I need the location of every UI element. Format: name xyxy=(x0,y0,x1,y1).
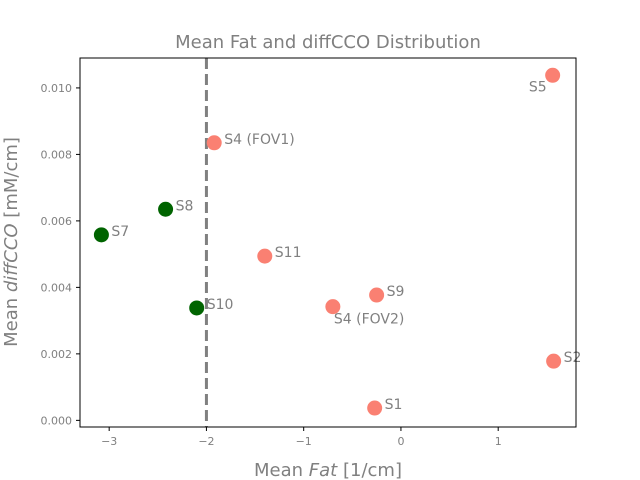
y-tick-label: 0.004 xyxy=(41,281,73,294)
data-point xyxy=(206,135,222,151)
data-point xyxy=(369,287,385,303)
y-tick-label: 0.000 xyxy=(41,414,73,427)
point-label: S7 xyxy=(111,224,129,240)
x-tick-label: 1 xyxy=(495,435,502,448)
x-axis-title: Mean Fat [1/cm] xyxy=(254,460,402,480)
point-labels-layer: S1 S2 S4 (FOV1) S4 (FOV2) S5 S7 S8 S9 S10 S11 xyxy=(111,79,581,413)
data-point xyxy=(257,248,273,264)
point-label: S1 xyxy=(385,397,403,413)
x-tick-label: −1 xyxy=(296,435,312,448)
point-label: S9 xyxy=(387,284,405,300)
point-label: S2 xyxy=(564,350,582,366)
data-point xyxy=(546,353,562,369)
x-tick-label: 0 xyxy=(397,435,404,448)
point-label: S8 xyxy=(176,198,194,214)
x-axis-ticks: −3 −2 −1 0 1 xyxy=(101,427,502,448)
chart-title: Mean Fat and diffCCO Distribution xyxy=(175,32,481,53)
data-point xyxy=(545,67,561,83)
data-point xyxy=(93,227,109,243)
data-point xyxy=(367,400,383,416)
point-label: S4 (FOV1) xyxy=(224,132,294,148)
y-axis-ticks: 0.000 0.002 0.004 0.006 0.008 0.010 xyxy=(41,82,80,427)
data-point xyxy=(325,299,341,315)
points-layer xyxy=(93,67,562,416)
y-tick-label: 0.008 xyxy=(41,148,73,161)
data-point xyxy=(189,300,205,316)
plot-frame xyxy=(79,57,577,428)
x-tick-label: −2 xyxy=(198,435,214,448)
y-axis-title: Mean diffCCO [mM/cm] xyxy=(1,137,22,347)
point-label: S5 xyxy=(529,79,547,95)
point-label: S4 (FOV2) xyxy=(334,312,404,328)
y-tick-label: 0.006 xyxy=(41,215,73,228)
point-label: S11 xyxy=(275,245,302,261)
y-tick-label: 0.010 xyxy=(41,82,73,95)
data-point xyxy=(158,201,174,217)
point-label: S10 xyxy=(207,297,234,313)
x-tick-label: −3 xyxy=(101,435,117,448)
y-tick-label: 0.002 xyxy=(41,348,73,361)
